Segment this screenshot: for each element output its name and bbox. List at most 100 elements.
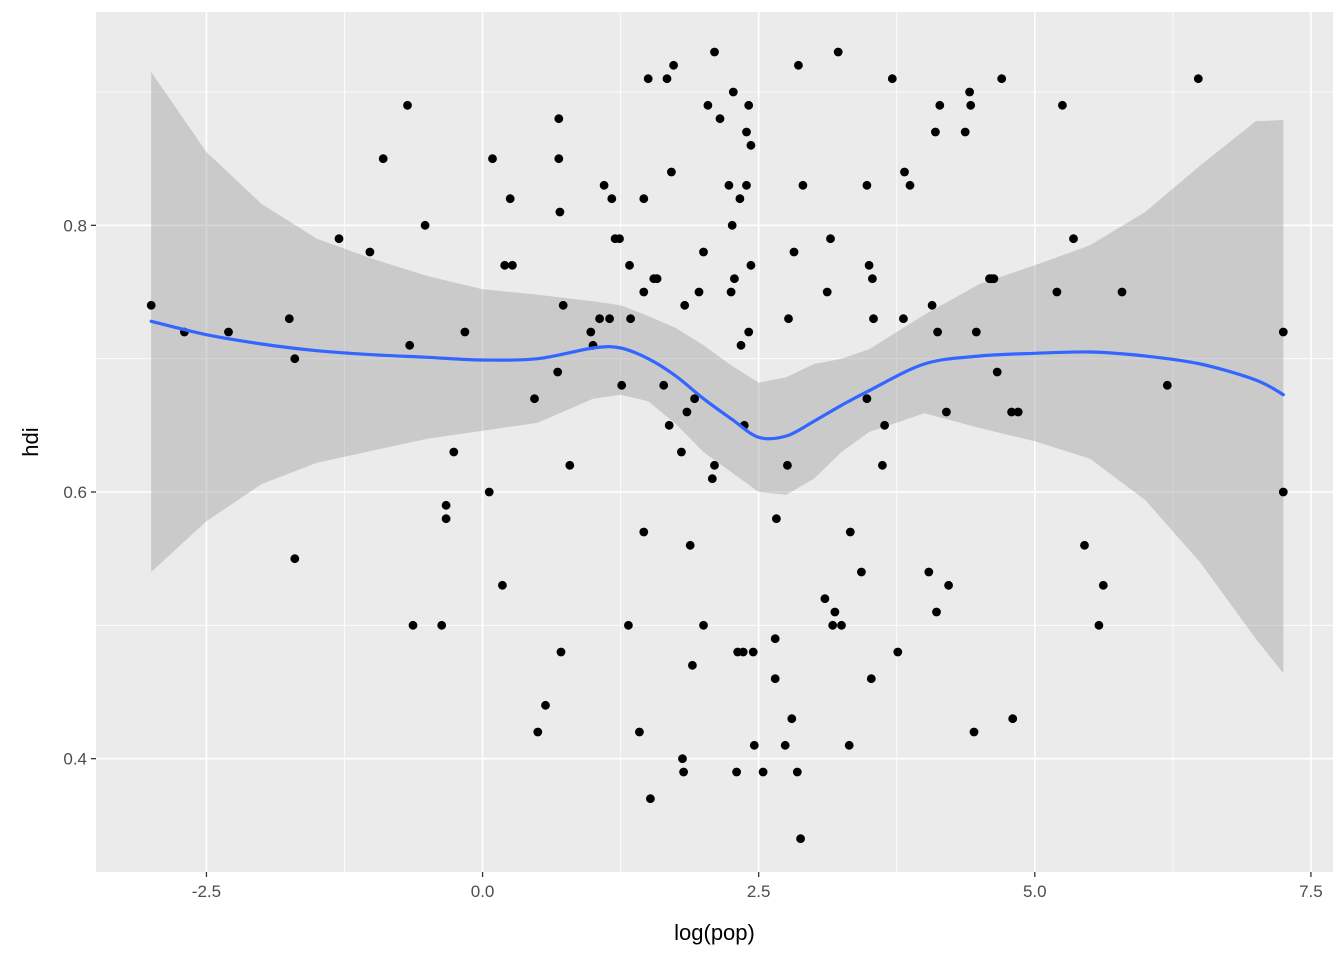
data-point (682, 407, 692, 417)
data-point (662, 74, 672, 84)
smooth-line (149, 319, 1285, 441)
data-point (699, 247, 708, 257)
data-point (449, 447, 459, 457)
data-point (703, 100, 713, 110)
data-point (822, 287, 832, 297)
y-tick-label: 0.8 (63, 216, 87, 235)
data-point (796, 834, 805, 844)
data-point (935, 100, 945, 110)
data-point (715, 114, 725, 124)
data-point (1193, 74, 1203, 84)
data-point (758, 767, 768, 777)
data-point (488, 154, 497, 164)
data-point (290, 554, 300, 564)
data-point (624, 620, 633, 630)
data-point (405, 340, 415, 350)
smooth-line-layer (149, 319, 1285, 441)
data-point (680, 300, 690, 310)
data-point (924, 567, 934, 577)
y-axis-title: hdi (18, 427, 43, 456)
data-point (989, 274, 999, 284)
data-point (1098, 580, 1108, 590)
data-point (556, 647, 566, 657)
data-point (862, 394, 872, 404)
data-point (899, 314, 908, 324)
data-point (787, 714, 797, 724)
data-point (690, 394, 699, 404)
data-point (845, 527, 855, 537)
data-point (732, 767, 741, 777)
data-point (830, 607, 840, 617)
data-point (334, 234, 344, 244)
data-point (530, 394, 539, 404)
data-point (554, 154, 564, 164)
data-point (971, 327, 981, 337)
data-point (677, 447, 686, 457)
data-point (942, 407, 951, 417)
data-point (599, 180, 609, 190)
data-point (710, 47, 719, 57)
data-point (749, 740, 759, 750)
data-point (558, 300, 568, 310)
data-point (710, 460, 719, 470)
confidence-ribbon-layer (151, 72, 1284, 674)
data-point (742, 127, 751, 137)
data-point (1058, 100, 1067, 110)
data-point (1162, 380, 1172, 390)
data-point (586, 327, 596, 337)
x-tick-label: -2.5 (192, 882, 221, 901)
data-point (746, 260, 756, 270)
data-point (554, 114, 564, 124)
data-point (966, 100, 976, 110)
data-point (1013, 407, 1023, 417)
data-point (770, 634, 780, 644)
data-point (669, 60, 678, 70)
major-gridlines (96, 12, 1333, 872)
data-point (639, 194, 649, 204)
data-point (646, 794, 655, 804)
data-point (1008, 714, 1018, 724)
data-point (794, 60, 803, 70)
data-point (685, 540, 695, 550)
data-point (866, 674, 876, 684)
data-point (1069, 234, 1078, 244)
data-point (1117, 287, 1127, 297)
data-point (857, 567, 866, 577)
data-points (146, 47, 1288, 844)
data-point (992, 367, 1002, 377)
data-point (678, 754, 687, 764)
plot-panel (96, 12, 1333, 872)
data-point (635, 727, 644, 737)
data-point (893, 647, 903, 657)
data-point (694, 287, 704, 297)
data-point (652, 274, 662, 284)
data-point (792, 767, 802, 777)
data-point (927, 300, 937, 310)
data-point (746, 140, 756, 150)
data-point (625, 260, 634, 270)
data-point (605, 314, 614, 324)
data-point (1278, 487, 1288, 497)
data-point (437, 620, 447, 630)
data-point (420, 220, 430, 230)
data-point (837, 620, 846, 630)
data-point (728, 87, 738, 97)
data-point (688, 660, 697, 670)
data-point (944, 580, 953, 590)
data-point (505, 194, 515, 204)
data-point (679, 767, 688, 777)
data-point (770, 674, 780, 684)
data-point (789, 247, 799, 257)
x-tick-label: 5.0 (1023, 882, 1047, 901)
data-point (869, 314, 878, 324)
data-point (1007, 407, 1016, 417)
data-point (736, 340, 746, 350)
data-point (1052, 287, 1062, 297)
x-tick-label: 7.5 (1299, 882, 1323, 901)
y-tick-label: 0.4 (63, 750, 87, 769)
data-point (738, 647, 748, 657)
data-point (997, 74, 1007, 84)
data-point (735, 194, 745, 204)
data-point (290, 354, 300, 364)
data-point (862, 180, 872, 190)
